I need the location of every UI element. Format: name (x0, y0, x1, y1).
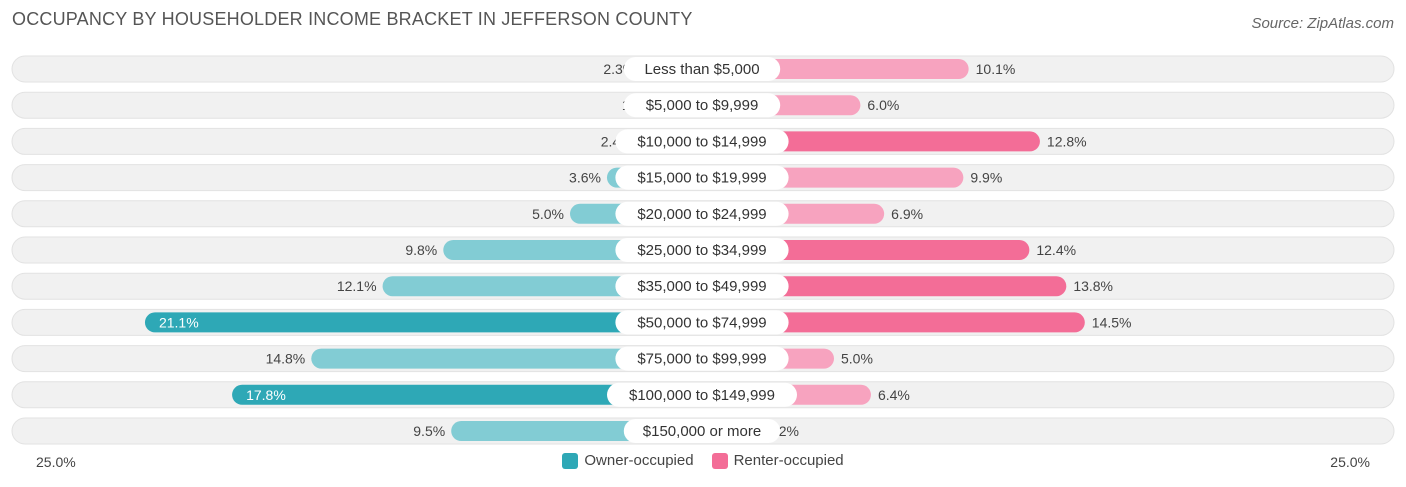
chart-title: OCCUPANCY BY HOUSEHOLDER INCOME BRACKET … (12, 9, 693, 29)
category-pill (623, 57, 781, 81)
category-label: $10,000 to $14,999 (637, 133, 766, 150)
legend: Owner-occupied Renter-occupied (0, 452, 1406, 469)
legend-item-owner[interactable]: Owner-occupied (562, 452, 694, 469)
legend-item-renter[interactable]: Renter-occupied (711, 452, 844, 469)
owner-bar (311, 348, 702, 369)
category-label: $15,000 to $19,999 (637, 170, 766, 187)
axis-left-label: 25.0% (36, 454, 76, 470)
renter-value-label: 12.4% (1036, 242, 1076, 258)
owner-value-label: 12.1% (337, 278, 377, 294)
category-label: $20,000 to $24,999 (637, 206, 766, 223)
renter-value-label: 6.0% (867, 97, 899, 113)
category-pill (607, 382, 797, 407)
owner-value-label: 9.5% (413, 423, 445, 439)
category-pill (615, 346, 789, 371)
owner-bar (232, 384, 702, 405)
category-label: $35,000 to $49,999 (637, 278, 766, 295)
category-pill (623, 419, 781, 443)
category-label: $75,000 to $99,999 (637, 351, 766, 368)
category-pill (623, 93, 781, 118)
category-pill (615, 129, 789, 154)
category-label: $150,000 or more (643, 423, 761, 440)
owner-value-label: 3.6% (569, 170, 601, 186)
owner-value-label: 14.8% (266, 351, 306, 367)
renter-value-label: 10.1% (976, 61, 1016, 77)
chart-canvas: 2.3%10.1%Less than $5,0001.6%6.0%$5,000 … (11, 55, 1395, 445)
category-label: $25,000 to $34,999 (637, 242, 766, 259)
category-pill (615, 310, 789, 335)
renter-value-label: 5.0% (841, 351, 873, 367)
legend-label-owner: Owner-occupied (584, 452, 694, 469)
owner-bar (144, 312, 702, 333)
category-label: $50,000 to $74,999 (637, 314, 766, 331)
legend-label-renter: Renter-occupied (733, 452, 844, 469)
category-label: Less than $5,000 (644, 61, 759, 78)
renter-bar (702, 276, 1067, 297)
category-pill (615, 238, 789, 262)
axis-right-label: 25.0% (1330, 454, 1370, 470)
category-pill (615, 274, 789, 299)
renter-value-label: 13.8% (1073, 278, 1113, 294)
source-credit: Source: ZipAtlas.com (1251, 15, 1394, 32)
legend-swatch-renter (711, 452, 728, 469)
renter-value-label: 6.4% (878, 387, 910, 403)
renter-value-label: 9.9% (970, 170, 1002, 186)
category-label: $5,000 to $9,999 (646, 97, 759, 114)
category-pill (615, 165, 789, 190)
category-label: $100,000 to $149,999 (629, 387, 775, 404)
category-pill (615, 201, 789, 226)
owner-value-label: 21.1% (159, 314, 199, 330)
renter-value-label: 6.9% (891, 206, 923, 222)
renter-value-label: 12.8% (1047, 133, 1087, 149)
owner-value-label: 17.8% (246, 387, 286, 403)
owner-value-label: 9.8% (405, 242, 437, 258)
owner-value-label: 5.0% (532, 206, 564, 222)
renter-bar (702, 312, 1085, 333)
renter-value-label: 14.5% (1092, 314, 1132, 330)
legend-swatch-owner (562, 452, 579, 469)
